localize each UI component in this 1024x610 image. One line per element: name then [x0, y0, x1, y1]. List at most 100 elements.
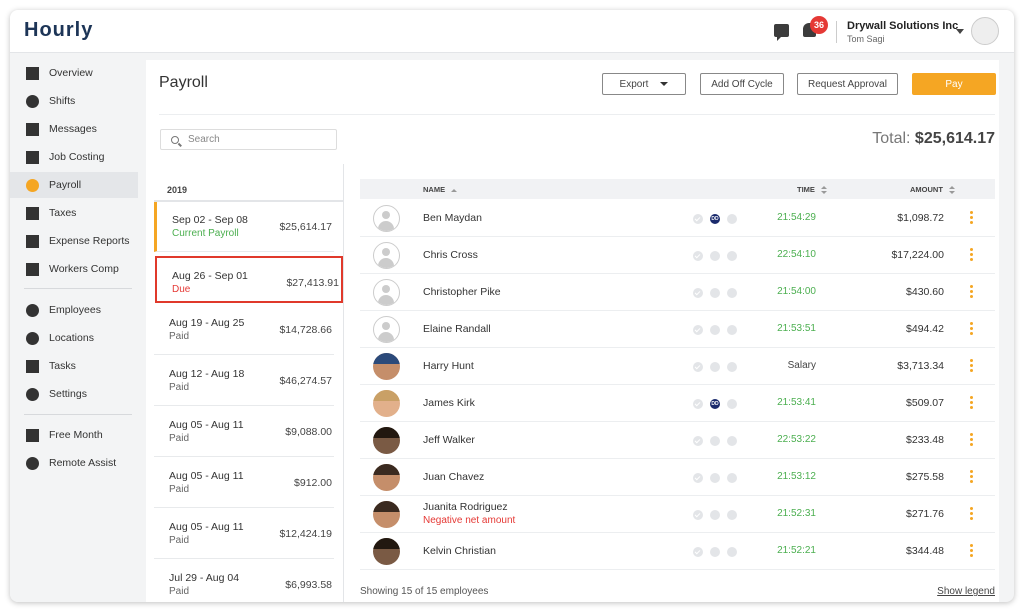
- search-box[interactable]: [160, 129, 337, 150]
- table-row[interactable]: Juan Chavez 21:53:12 $275.58: [360, 459, 995, 496]
- sidebar-item-label: Locations: [49, 332, 94, 344]
- sidebar-item-expense-reports[interactable]: Expense Reports: [10, 228, 138, 254]
- avatar: [373, 464, 400, 491]
- status-indicators: [693, 547, 744, 557]
- pay-period-item[interactable]: Aug 05 - Aug 11 Paid $9,088.00: [154, 407, 334, 457]
- sidebar-item-employees[interactable]: Employees: [10, 297, 138, 323]
- more-options-icon[interactable]: [970, 507, 973, 521]
- column-header-name[interactable]: NAME: [423, 185, 458, 194]
- period-status: Paid: [169, 382, 190, 393]
- chevron-down-icon[interactable]: [956, 29, 964, 34]
- sidebar-item-overview[interactable]: Overview: [10, 60, 138, 86]
- pay-period-list: 2019 Sep 02 - Sep 08 Current Payroll $25…: [146, 164, 344, 602]
- status-dot-icon: [727, 325, 737, 335]
- table-row[interactable]: Christopher Pike 21:54:00 $430.60: [360, 274, 995, 311]
- export-button[interactable]: Export: [602, 73, 686, 95]
- status-dot-icon: [727, 436, 737, 446]
- chat-icon[interactable]: [774, 24, 789, 41]
- sidebar-item-shifts[interactable]: Shifts: [10, 88, 138, 114]
- pay-period-item[interactable]: Aug 12 - Aug 18 Paid $46,274.57: [154, 356, 334, 406]
- pay-button[interactable]: Pay: [912, 73, 996, 95]
- period-status: Paid: [169, 484, 190, 495]
- pay-period-item-selected[interactable]: Aug 26 - Sep 01 Due $27,413.91: [155, 256, 343, 303]
- period-amount: $14,728.66: [279, 324, 332, 336]
- employee-name: Elaine Randall: [423, 323, 491, 335]
- more-options-icon[interactable]: [970, 396, 973, 410]
- more-options-icon[interactable]: [970, 470, 973, 484]
- divider: [154, 200, 344, 202]
- gear-icon: [26, 387, 39, 401]
- sidebar-item-job-costing[interactable]: Job Costing: [10, 144, 138, 170]
- table-row[interactable]: Kelvin Christian 21:52:21 $344.48: [360, 533, 995, 570]
- search-input[interactable]: [188, 134, 328, 145]
- period-status: Paid: [169, 433, 190, 444]
- pay-period-item[interactable]: Aug 19 - Aug 25 Paid $14,728.66: [154, 305, 334, 355]
- sidebar-item-settings[interactable]: Settings: [10, 381, 138, 407]
- status-indicators: [693, 251, 744, 261]
- more-options-icon[interactable]: [970, 285, 973, 299]
- amount-value: $271.76: [906, 508, 944, 520]
- period-dates: Aug 26 - Sep 01: [172, 270, 248, 282]
- period-status: Paid: [169, 331, 190, 342]
- more-options-icon[interactable]: [970, 248, 973, 262]
- table-row[interactable]: Ben Maydan DD 21:54:29 $1,098.72: [360, 200, 995, 237]
- company-name[interactable]: Drywall Solutions Inc: [847, 20, 959, 32]
- status-indicators: [693, 288, 744, 298]
- check-icon: [693, 251, 703, 261]
- sidebar-item-free-month[interactable]: Free Month: [10, 422, 138, 448]
- pay-period-item[interactable]: Sep 02 - Sep 08 Current Payroll $25,614.…: [154, 202, 334, 252]
- add-off-cycle-button[interactable]: Add Off Cycle: [700, 73, 784, 95]
- sidebar-item-locations[interactable]: Locations: [10, 325, 138, 351]
- status-dot-icon: [727, 473, 737, 483]
- period-amount: $27,413.91: [286, 277, 339, 289]
- app-logo: Hourly: [24, 19, 94, 41]
- pay-period-item[interactable]: Jul 29 - Aug 04 Paid $6,993.58: [154, 560, 334, 602]
- status-dot-icon: [710, 325, 720, 335]
- notification-badge: 36: [810, 16, 828, 34]
- request-approval-button[interactable]: Request Approval: [797, 73, 898, 95]
- column-header-time[interactable]: TIME: [797, 185, 827, 195]
- status-dot-icon: [710, 510, 720, 520]
- amount-value: $17,224.00: [891, 249, 944, 261]
- sidebar-item-workers-comp[interactable]: Workers Comp: [10, 256, 138, 282]
- payroll-total: Total: $25,614.17: [872, 130, 995, 148]
- sidebar-item-tasks[interactable]: Tasks: [10, 353, 138, 379]
- more-options-icon[interactable]: [970, 433, 973, 447]
- amount-value: $233.48: [906, 434, 944, 446]
- sidebar-item-messages[interactable]: Messages: [10, 116, 138, 142]
- table-row[interactable]: Harry Hunt Salary $3,713.34: [360, 348, 995, 385]
- status-dot-icon: [727, 510, 737, 520]
- table-row[interactable]: James Kirk DD 21:53:41 $509.07: [360, 385, 995, 422]
- table-row[interactable]: Jeff Walker 22:53:22 $233.48: [360, 422, 995, 459]
- column-header-amount[interactable]: AMOUNT: [910, 185, 955, 195]
- period-amount: $6,993.58: [285, 579, 332, 591]
- avatar: [373, 390, 400, 417]
- period-dates: Sep 02 - Sep 08: [172, 214, 248, 226]
- check-icon: [693, 436, 703, 446]
- table-row[interactable]: Elaine Randall 21:53:51 $494.42: [360, 311, 995, 348]
- more-options-icon[interactable]: [970, 359, 973, 373]
- more-options-icon[interactable]: [970, 322, 973, 336]
- sidebar-item-label: Overview: [49, 67, 93, 79]
- document-icon: [26, 206, 39, 220]
- more-options-icon[interactable]: [970, 211, 973, 225]
- chevron-down-icon: [660, 82, 669, 86]
- time-value: 22:54:10: [777, 249, 816, 260]
- sidebar-item-taxes[interactable]: Taxes: [10, 200, 138, 226]
- status-indicators: DD: [693, 214, 744, 224]
- more-options-icon[interactable]: [970, 544, 973, 558]
- pay-period-item[interactable]: Aug 05 - Aug 11 Paid $12,424.19: [154, 509, 334, 559]
- period-dates: Aug 19 - Aug 25: [169, 317, 245, 329]
- period-amount: $9,088.00: [285, 426, 332, 438]
- sidebar-item-label: Tasks: [49, 360, 76, 372]
- sidebar-item-payroll[interactable]: Payroll: [10, 172, 138, 198]
- pay-period-item[interactable]: Aug 05 - Aug 11 Paid $912.00: [154, 458, 334, 508]
- sidebar-item-remote-assist[interactable]: Remote Assist: [10, 450, 138, 476]
- table-row[interactable]: Juanita Rodriguez Negative net amount 21…: [360, 496, 995, 533]
- avatar[interactable]: [971, 17, 999, 45]
- amount-value: $1,098.72: [897, 212, 944, 224]
- check-icon: [693, 362, 703, 372]
- show-legend-link[interactable]: Show legend: [937, 586, 995, 597]
- amount-value: $275.58: [906, 471, 944, 483]
- table-row[interactable]: Chris Cross 22:54:10 $17,224.00: [360, 237, 995, 274]
